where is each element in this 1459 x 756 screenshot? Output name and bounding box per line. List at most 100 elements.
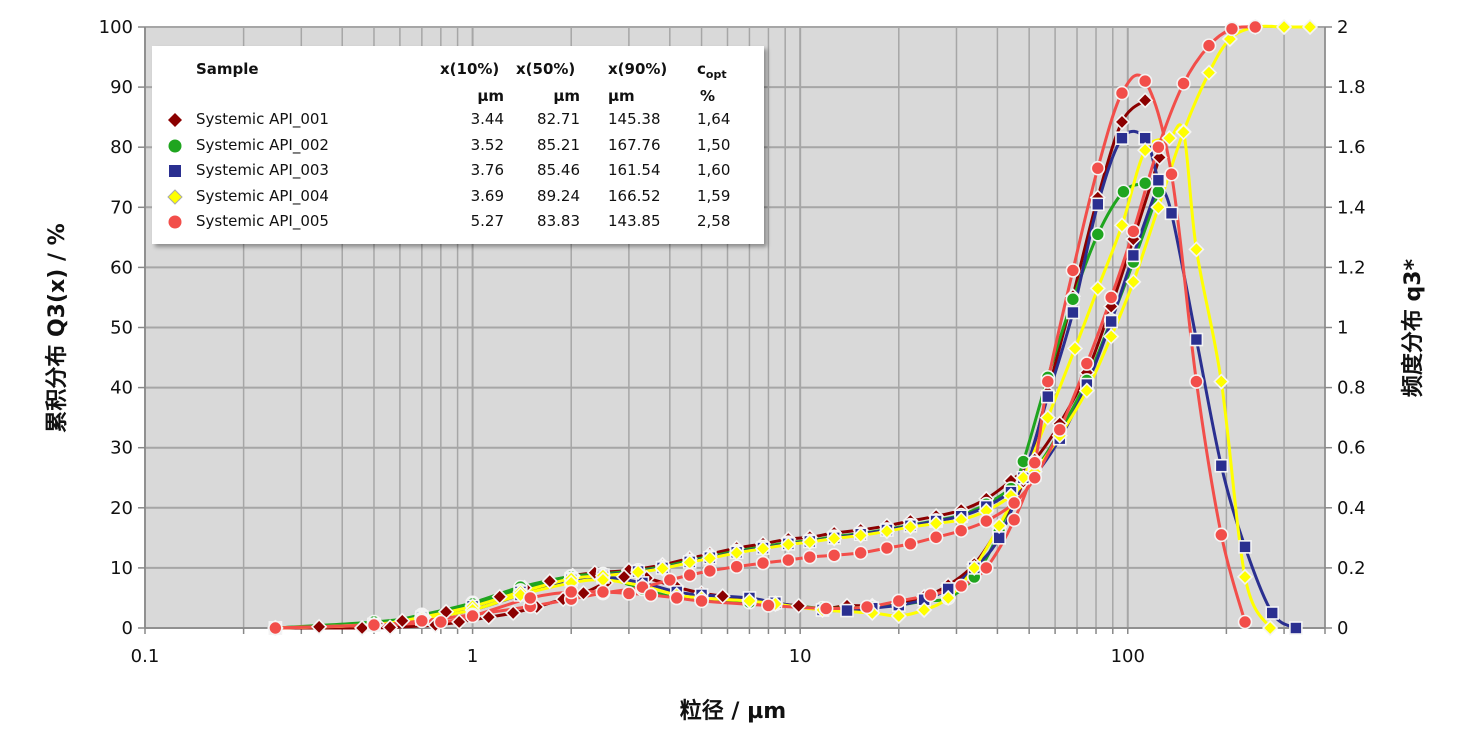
density-point [1289, 621, 1303, 635]
density-point [1214, 458, 1229, 473]
legend-x90: 161.54 [608, 161, 661, 179]
x-tick-label: 10 [789, 646, 812, 667]
density-point [1236, 568, 1254, 586]
legend-x50: 85.46 [537, 161, 580, 179]
cumulative-point [801, 533, 818, 551]
legend-marker-circle-icon [168, 139, 182, 152]
y-tick-label: 90 [110, 77, 133, 98]
density-point [790, 597, 807, 614]
y-axis-title: 累积分布 Q3(x) / % [44, 223, 70, 432]
y2-tick-label: 0 [1337, 618, 1348, 639]
legend-marker-circle-icon [168, 215, 182, 229]
y-tick-label: 80 [110, 137, 133, 158]
density-point [859, 599, 875, 615]
density-point [1065, 263, 1081, 278]
legend-copt: 1,60 [697, 161, 731, 179]
density-point [1090, 227, 1106, 242]
density-point [940, 589, 957, 607]
legend-marker-diamond-icon [167, 188, 183, 205]
legend-unit-x10: µm [477, 87, 504, 105]
density-point [643, 587, 659, 603]
density-point [1265, 606, 1280, 620]
cumulative-point [1079, 356, 1095, 371]
cumulative-point [903, 536, 918, 552]
legend-header-sample: Sample [196, 60, 259, 78]
density-point [1151, 173, 1166, 188]
density-point [522, 590, 538, 606]
y-tick-label: 40 [110, 378, 133, 399]
legend-header-x10: x(10%) [440, 60, 500, 78]
cumulative-point [682, 567, 698, 583]
cumulative-point [878, 523, 896, 540]
cumulative-point [1052, 422, 1068, 437]
density-point [1090, 160, 1106, 176]
density-point [451, 613, 468, 631]
x-tick-label: 100 [1111, 646, 1145, 667]
density-point [694, 593, 709, 609]
y2-tick-label: 1.2 [1337, 257, 1366, 278]
y-tick-label: 30 [110, 438, 133, 459]
legend-copt: 1,59 [697, 186, 731, 205]
density-point [1089, 280, 1106, 297]
legend-x50: 82.71 [537, 110, 580, 128]
cumulative-point [1200, 64, 1218, 81]
legend-x10: 3.69 [470, 186, 504, 205]
legend-x90: 143.85 [608, 212, 661, 230]
density-point [1066, 305, 1080, 320]
density-point [1113, 217, 1131, 234]
legend-copt: 1,64 [697, 110, 731, 128]
cumulative-point [1103, 290, 1119, 305]
cumulative-point [1275, 18, 1293, 36]
density-point [1189, 374, 1204, 389]
density-point [1090, 197, 1105, 212]
density-point [1238, 540, 1252, 554]
cumulative-point [754, 540, 772, 557]
legend-x10: 3.44 [470, 110, 504, 128]
cumulative-point [826, 547, 842, 563]
density-point [1189, 332, 1204, 347]
density-point [1114, 85, 1130, 101]
cumulative-point [1301, 18, 1319, 36]
density-point [1237, 614, 1253, 630]
cumulative-point [928, 529, 944, 545]
legend-marker [168, 215, 182, 229]
cumulative-point [1151, 139, 1166, 155]
density-point [366, 617, 382, 633]
y2-tick-label: 1.4 [1337, 197, 1366, 218]
density-point [818, 601, 834, 616]
density-point [840, 603, 854, 618]
y2-tick-label: 0.2 [1337, 558, 1366, 579]
cumulative-point [1104, 314, 1118, 329]
y-tick-label: 60 [110, 257, 133, 278]
series-layer [267, 18, 1319, 637]
cumulative-point [1247, 19, 1263, 35]
legend-x90: 166.52 [608, 186, 661, 205]
density-point [991, 517, 1008, 534]
density-point [1006, 512, 1022, 528]
density-point [890, 607, 907, 625]
y-tick-label: 10 [110, 558, 133, 579]
density-point [563, 584, 579, 600]
legend-name: Systemic API_002 [196, 135, 329, 154]
cumulative-point [879, 540, 895, 556]
y-tick-label: 20 [110, 498, 133, 519]
y2-axis-title: 频度分布 q3* [1400, 258, 1426, 397]
density-point [714, 588, 731, 605]
density-point [916, 601, 933, 619]
density-point [669, 590, 685, 606]
density-point [1039, 409, 1056, 426]
x-tick-label: 1 [467, 646, 478, 667]
x-tick-label: 0.1 [131, 646, 160, 667]
cumulative-point [541, 572, 558, 590]
legend-name: Systemic API_003 [196, 161, 329, 179]
cumulative-point [310, 618, 328, 635]
cumulative-point [853, 545, 868, 561]
density-point [1161, 130, 1178, 147]
density-point [1066, 340, 1084, 357]
copt-label: c [697, 60, 706, 78]
cumulative-point [1078, 382, 1095, 399]
y2-tick-label: 0.4 [1337, 498, 1366, 519]
density-point [1027, 455, 1043, 471]
density-point [741, 592, 758, 610]
density-point [1214, 527, 1229, 543]
